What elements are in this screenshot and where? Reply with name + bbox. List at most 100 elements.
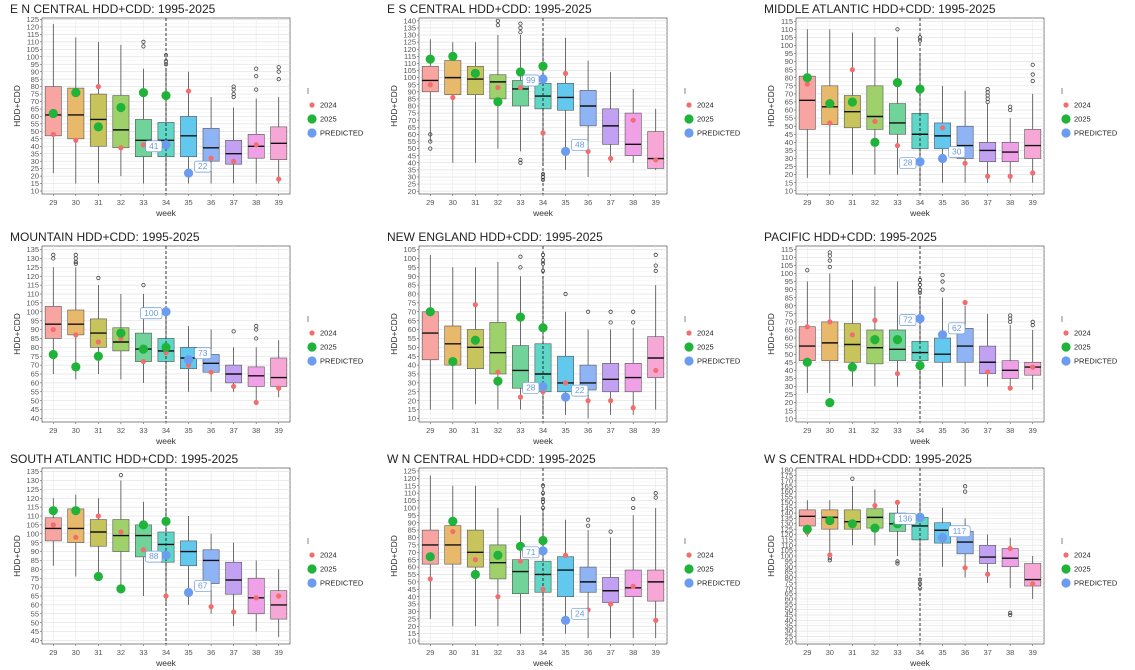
y-tick-label: 100 [26, 307, 39, 316]
y-tick-label: 165 [780, 482, 793, 491]
y-tick-label: 125 [26, 263, 39, 272]
x-tick-label: 35 [184, 648, 192, 657]
x-tick-label: 36 [584, 426, 592, 435]
value-label-text: 28 [903, 158, 913, 168]
value-label-box [140, 307, 163, 320]
point-2024 [962, 299, 968, 306]
point-2024 [276, 385, 282, 391]
outlier-point [428, 139, 433, 144]
value-label-text: 48 [575, 139, 585, 149]
value-label-text: 88 [149, 551, 159, 561]
box [67, 309, 85, 336]
y-tick-label: 50 [785, 605, 793, 614]
box [466, 529, 484, 568]
point-2025 [538, 323, 548, 333]
x-tick-label: 29 [49, 426, 57, 435]
y-tick-label: 30 [785, 627, 793, 636]
outlier-point [940, 279, 945, 284]
x-tick-label: 34 [916, 648, 924, 657]
x-tick-label: 35 [184, 426, 192, 435]
y-tick-label: 105 [26, 298, 39, 307]
legend-key-2024 [686, 552, 692, 558]
y-tick-label: 15 [31, 179, 39, 188]
x-axis-label: week [532, 658, 554, 668]
x-tick-label: 38 [629, 426, 637, 435]
outlier-point [428, 132, 433, 137]
box [979, 142, 997, 163]
point-2025 [493, 97, 503, 107]
outlier-point [231, 87, 236, 92]
y-axis-label: HDD+CDD [766, 535, 776, 577]
legend-key-2024 [309, 330, 315, 336]
point-2025 [448, 356, 458, 367]
outlier-point [254, 87, 259, 92]
x-tick-label: 37 [983, 198, 991, 207]
x-tick-label: 34 [162, 648, 170, 657]
y-tick-label: 80 [31, 82, 39, 91]
box [44, 306, 62, 339]
point-2024 [118, 145, 124, 151]
outlier-point [1030, 319, 1035, 324]
outlier-point [73, 261, 78, 266]
point-2024 [562, 70, 569, 76]
point-2024 [804, 324, 810, 330]
y-tick-label: 115 [781, 245, 793, 254]
box [647, 569, 665, 602]
point-2025 [93, 571, 103, 582]
point-2024 [608, 155, 614, 162]
y-tick-label: 145 [780, 503, 793, 512]
legend: 2024 2025 PREDICTED [1061, 88, 1118, 138]
y-tick-label: 45 [785, 611, 793, 620]
x-tick-label: 35 [938, 198, 946, 207]
value-label-box [899, 157, 917, 170]
value-label-text: 71 [526, 547, 536, 557]
y-tick-label: 45 [785, 130, 793, 139]
point-2024 [276, 593, 282, 599]
point-2025 [470, 569, 480, 580]
legend-key-2025 [307, 342, 317, 352]
value-label-box [899, 314, 917, 327]
x-tick-label: 35 [184, 198, 192, 207]
point-2024 [140, 358, 147, 365]
outlier-point [985, 86, 990, 92]
point-2024 [540, 130, 546, 136]
value-label-box [571, 139, 589, 151]
chart-title: E S CENTRAL HDD+CDD: 1995-2025 [387, 2, 592, 16]
x-tick-label: 36 [584, 648, 592, 657]
point-2024 [985, 571, 991, 577]
y-tick-label: 130 [403, 31, 416, 40]
point-predicted [937, 153, 948, 164]
x-tick-label: 29 [49, 648, 57, 657]
y-tick-label: 50 [785, 350, 793, 359]
chart-panel: NEW ENGLAND HDD+CDD: 1995-20251015202530… [387, 230, 741, 446]
series-points [802, 67, 1036, 179]
point-2025 [915, 84, 925, 94]
point-2024 [208, 604, 214, 610]
y-tick-label: 65 [408, 123, 416, 132]
point-2024 [894, 370, 901, 377]
point-2024 [608, 398, 614, 404]
point-2024 [1030, 581, 1036, 587]
point-predicted [538, 546, 548, 556]
value-label-text: 117 [953, 526, 967, 536]
y-axis-label: HDD+CDD [766, 85, 776, 127]
point-2025 [116, 584, 126, 594]
box [843, 323, 861, 363]
x-tick-label: 32 [494, 648, 502, 657]
point-predicted [915, 157, 925, 167]
point-2024 [1007, 545, 1013, 552]
box [202, 549, 220, 584]
point-2024 [427, 82, 433, 88]
value-label-text: 100 [144, 308, 158, 318]
outlier-point [631, 309, 636, 314]
value-label-box [571, 607, 589, 620]
y-tick-label: 85 [31, 556, 39, 565]
value-label: 73 [194, 347, 212, 360]
box [44, 517, 62, 542]
legend-label: 2024 [320, 329, 337, 338]
legend: 2024 2025 PREDICTED [307, 538, 364, 588]
point-2024 [253, 595, 259, 601]
point-2024 [231, 383, 237, 390]
outlier-point [518, 254, 523, 259]
box [225, 561, 243, 595]
